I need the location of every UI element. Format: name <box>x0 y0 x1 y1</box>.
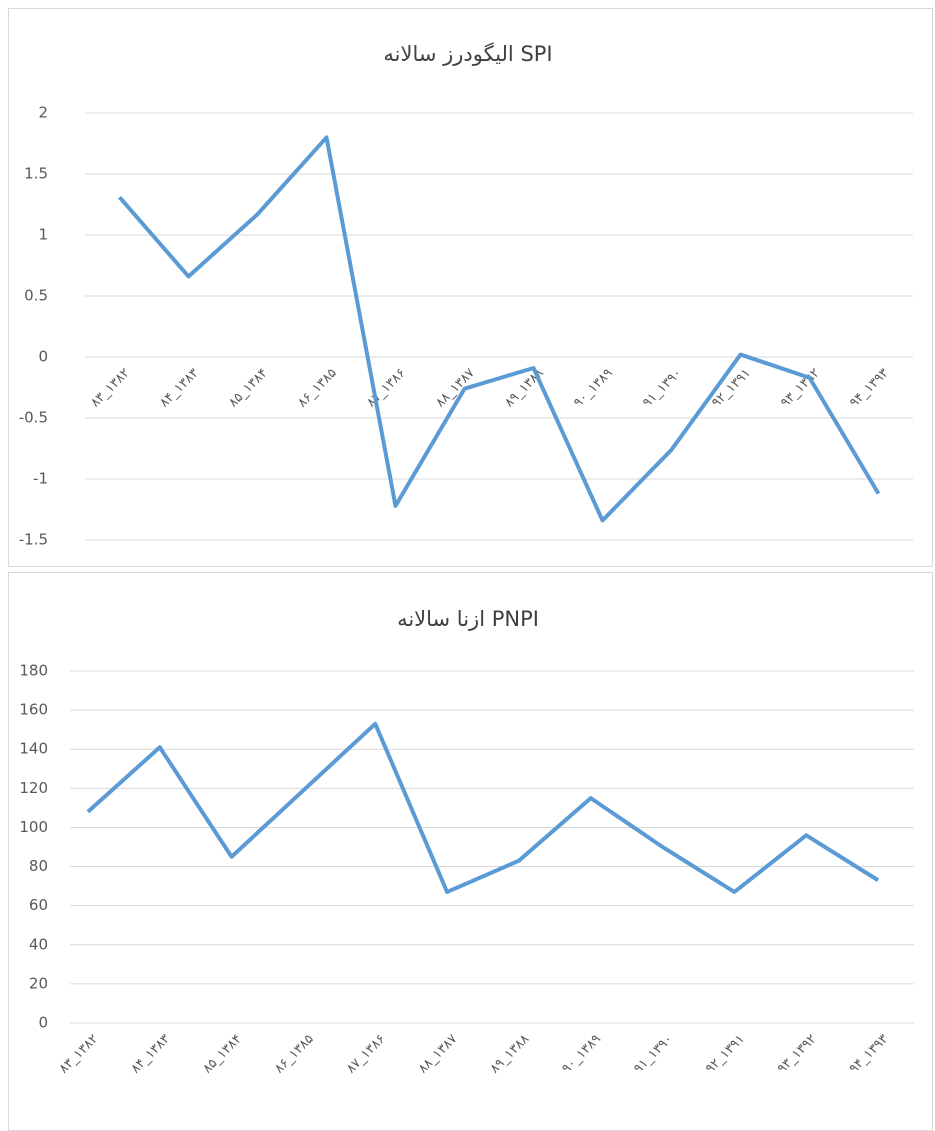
y-tick-label: 80 <box>29 857 48 875</box>
y-tick-label: 120 <box>19 779 48 797</box>
chart-title: ازنا سالانه PNPI <box>397 607 539 631</box>
y-tick-label: 100 <box>19 818 48 836</box>
y-tick-label: 0 <box>38 1014 48 1032</box>
y-tick-label: 2 <box>38 104 48 122</box>
line <box>86 721 880 894</box>
chart-title: الیگودرز سالانه SPI <box>383 42 552 66</box>
y-tick-label: 1 <box>38 226 48 244</box>
chart-frame <box>8 8 933 567</box>
y-tick-label: 60 <box>29 896 48 914</box>
y-tick-label: 0 <box>38 348 48 366</box>
chart-frame <box>8 572 933 1131</box>
y-tick-label: 140 <box>19 740 48 758</box>
y-tick-label: -1.5 <box>19 531 48 549</box>
y-tick-label: 40 <box>29 935 48 953</box>
y-tick-label: 20 <box>29 974 48 992</box>
y-tick-label: 1.5 <box>24 165 48 183</box>
y-tick-label: 180 <box>19 662 48 680</box>
line <box>117 135 881 523</box>
y-tick-label: 160 <box>19 701 48 719</box>
y-tick-label: 0.5 <box>24 287 48 305</box>
y-tick-label: -1 <box>33 470 48 488</box>
y-tick-label: -0.5 <box>19 409 48 427</box>
